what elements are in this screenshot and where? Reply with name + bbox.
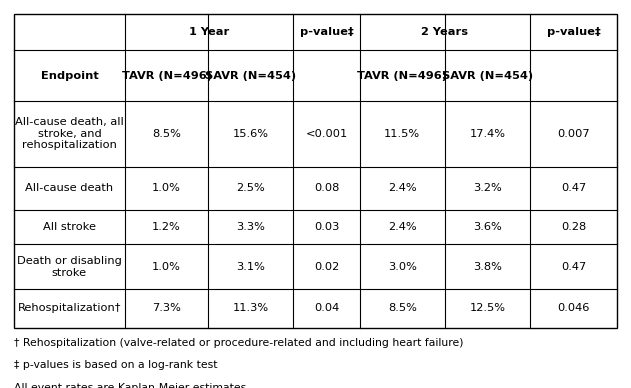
Text: 0.28: 0.28 bbox=[561, 222, 586, 232]
Text: All-cause death: All-cause death bbox=[25, 183, 114, 193]
Text: TAVR (N=496): TAVR (N=496) bbox=[357, 71, 447, 81]
Text: 2.5%: 2.5% bbox=[237, 183, 265, 193]
Text: Rehospitalization†: Rehospitalization† bbox=[18, 303, 121, 314]
Text: Death or disabling
stroke: Death or disabling stroke bbox=[17, 256, 122, 277]
Text: ‡ p-values is based on a log-rank test: ‡ p-values is based on a log-rank test bbox=[14, 360, 218, 370]
Text: 11.5%: 11.5% bbox=[384, 129, 420, 139]
Text: 0.02: 0.02 bbox=[314, 262, 339, 272]
Text: † Rehospitalization (valve-related or procedure-related and including heart fail: † Rehospitalization (valve-related or pr… bbox=[14, 338, 463, 348]
Text: 3.8%: 3.8% bbox=[473, 262, 502, 272]
Text: SAVR (N=454): SAVR (N=454) bbox=[442, 71, 533, 81]
Text: 3.2%: 3.2% bbox=[473, 183, 502, 193]
Text: 8.5%: 8.5% bbox=[388, 303, 416, 314]
Text: 3.3%: 3.3% bbox=[237, 222, 265, 232]
Text: p-value‡: p-value‡ bbox=[546, 27, 601, 37]
Text: 0.007: 0.007 bbox=[557, 129, 590, 139]
Text: 0.47: 0.47 bbox=[561, 183, 586, 193]
Text: TAVR (N=496): TAVR (N=496) bbox=[122, 71, 211, 81]
Text: 17.4%: 17.4% bbox=[469, 129, 505, 139]
Text: All event rates are Kaplan-Meier estimates: All event rates are Kaplan-Meier estimat… bbox=[14, 383, 246, 388]
Text: SAVR (N=454): SAVR (N=454) bbox=[205, 71, 297, 81]
Text: 3.1%: 3.1% bbox=[237, 262, 265, 272]
Text: 0.08: 0.08 bbox=[314, 183, 339, 193]
Text: 2 Years: 2 Years bbox=[422, 27, 468, 37]
Text: 15.6%: 15.6% bbox=[233, 129, 269, 139]
Text: 0.47: 0.47 bbox=[561, 262, 586, 272]
Text: Endpoint: Endpoint bbox=[40, 71, 98, 81]
Text: 2.4%: 2.4% bbox=[388, 222, 416, 232]
Text: 0.046: 0.046 bbox=[557, 303, 590, 314]
Text: <0.001: <0.001 bbox=[305, 129, 348, 139]
Text: 0.03: 0.03 bbox=[314, 222, 339, 232]
Text: 1.2%: 1.2% bbox=[152, 222, 181, 232]
Text: 12.5%: 12.5% bbox=[469, 303, 505, 314]
Text: 7.3%: 7.3% bbox=[152, 303, 181, 314]
Text: 1 Year: 1 Year bbox=[189, 27, 229, 37]
Text: 1.0%: 1.0% bbox=[152, 262, 181, 272]
Text: All stroke: All stroke bbox=[43, 222, 96, 232]
Text: p-value‡: p-value‡ bbox=[300, 27, 353, 37]
Text: 3.0%: 3.0% bbox=[388, 262, 416, 272]
Text: All-cause death, all
stroke, and
rehospitalization: All-cause death, all stroke, and rehospi… bbox=[15, 117, 124, 151]
Text: 3.6%: 3.6% bbox=[473, 222, 502, 232]
Text: 2.4%: 2.4% bbox=[388, 183, 416, 193]
Text: 8.5%: 8.5% bbox=[152, 129, 181, 139]
Text: 1.0%: 1.0% bbox=[152, 183, 181, 193]
Text: 11.3%: 11.3% bbox=[233, 303, 269, 314]
Text: 0.04: 0.04 bbox=[314, 303, 339, 314]
Bar bbox=[14, 14, 617, 328]
